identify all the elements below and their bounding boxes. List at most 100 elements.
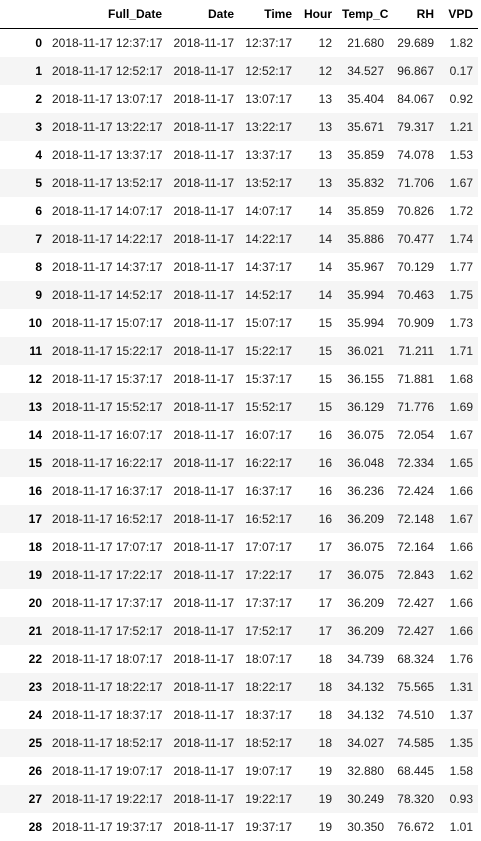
date-cell: 2018-11-17 — [167, 757, 239, 785]
temp-c-cell: 35.832 — [337, 169, 389, 197]
time-cell: 17:22:17 — [239, 561, 297, 589]
full-date-cell: 2018-11-17 15:37:17 — [47, 365, 167, 393]
hour-cell: 14 — [297, 197, 337, 225]
row-index: 13 — [0, 393, 47, 421]
row-index: 9 — [0, 281, 47, 309]
rh-cell: 72.427 — [389, 617, 439, 645]
rh-cell: 96.867 — [389, 57, 439, 85]
full-date-cell: 2018-11-17 15:52:17 — [47, 393, 167, 421]
row-index: 17 — [0, 505, 47, 533]
hour-cell: 13 — [297, 169, 337, 197]
hour-cell: 15 — [297, 393, 337, 421]
date-cell: 2018-11-17 — [167, 813, 239, 841]
rh-cell: 70.463 — [389, 281, 439, 309]
temp-c-cell: 36.209 — [337, 589, 389, 617]
date-cell: 2018-11-17 — [167, 617, 239, 645]
row-index: 6 — [0, 197, 47, 225]
date-cell: 2018-11-17 — [167, 281, 239, 309]
rh-cell: 78.320 — [389, 785, 439, 813]
vpd-cell: 1.69 — [439, 393, 478, 421]
temp-c-cell: 35.671 — [337, 113, 389, 141]
row-index: 4 — [0, 141, 47, 169]
full-date-cell: 2018-11-17 17:52:17 — [47, 617, 167, 645]
date-cell: 2018-11-17 — [167, 309, 239, 337]
full-date-cell: 2018-11-17 19:07:17 — [47, 757, 167, 785]
row-index: 8 — [0, 253, 47, 281]
temp-c-cell: 36.075 — [337, 533, 389, 561]
vpd-cell: 1.62 — [439, 561, 478, 589]
row-index: 11 — [0, 337, 47, 365]
hour-cell: 16 — [297, 477, 337, 505]
row-index: 7 — [0, 225, 47, 253]
vpd-cell: 1.75 — [439, 281, 478, 309]
row-index: 21 — [0, 617, 47, 645]
time-cell: 16:52:17 — [239, 505, 297, 533]
full-date-cell: 2018-11-17 13:52:17 — [47, 169, 167, 197]
time-cell: 13:07:17 — [239, 85, 297, 113]
date-cell: 2018-11-17 — [167, 645, 239, 673]
row-index: 0 — [0, 29, 47, 58]
full-date-cell: 2018-11-17 14:07:17 — [47, 197, 167, 225]
hour-cell: 18 — [297, 729, 337, 757]
date-cell: 2018-11-17 — [167, 337, 239, 365]
full-date-cell: 2018-11-17 13:07:17 — [47, 85, 167, 113]
date-cell: 2018-11-17 — [167, 729, 239, 757]
temp-c-cell: 34.027 — [337, 729, 389, 757]
row-index: 27 — [0, 785, 47, 813]
date-cell: 2018-11-17 — [167, 225, 239, 253]
hour-cell: 15 — [297, 309, 337, 337]
vpd-cell: 1.74 — [439, 225, 478, 253]
hour-cell: 14 — [297, 225, 337, 253]
temp-c-cell: 34.132 — [337, 673, 389, 701]
date-cell: 2018-11-17 — [167, 673, 239, 701]
rh-cell: 71.706 — [389, 169, 439, 197]
time-cell: 15:37:17 — [239, 365, 297, 393]
temp-c-cell: 35.404 — [337, 85, 389, 113]
row-index: 26 — [0, 757, 47, 785]
row-index: 14 — [0, 421, 47, 449]
temp-c-cell: 35.859 — [337, 141, 389, 169]
time-cell: 17:52:17 — [239, 617, 297, 645]
time-cell: 15:07:17 — [239, 309, 297, 337]
time-cell: 14:22:17 — [239, 225, 297, 253]
hour-cell: 13 — [297, 141, 337, 169]
date-cell: 2018-11-17 — [167, 29, 239, 58]
time-cell: 18:22:17 — [239, 673, 297, 701]
hour-cell: 16 — [297, 449, 337, 477]
vpd-cell: 1.67 — [439, 421, 478, 449]
rh-cell: 74.510 — [389, 701, 439, 729]
full-date-cell: 2018-11-17 17:37:17 — [47, 589, 167, 617]
temp-c-cell: 34.527 — [337, 57, 389, 85]
row-index: 16 — [0, 477, 47, 505]
full-date-cell: 2018-11-17 16:37:17 — [47, 477, 167, 505]
hour-cell: 12 — [297, 29, 337, 58]
rh-cell: 72.054 — [389, 421, 439, 449]
vpd-cell: 1.58 — [439, 757, 478, 785]
rh-cell: 70.909 — [389, 309, 439, 337]
time-cell: 17:07:17 — [239, 533, 297, 561]
vpd-cell: 1.37 — [439, 701, 478, 729]
time-cell: 18:37:17 — [239, 701, 297, 729]
time-cell: 19:07:17 — [239, 757, 297, 785]
temp-c-cell: 34.132 — [337, 701, 389, 729]
full-date-cell: 2018-11-17 16:22:17 — [47, 449, 167, 477]
vpd-cell: 1.65 — [439, 449, 478, 477]
vpd-cell: 1.72 — [439, 197, 478, 225]
vpd-cell: 1.66 — [439, 617, 478, 645]
temp-c-cell: 30.350 — [337, 813, 389, 841]
rh-cell: 72.843 — [389, 561, 439, 589]
rh-cell: 72.424 — [389, 477, 439, 505]
rh-cell: 74.078 — [389, 141, 439, 169]
full-date-cell: 2018-11-17 18:22:17 — [47, 673, 167, 701]
rh-cell: 68.324 — [389, 645, 439, 673]
